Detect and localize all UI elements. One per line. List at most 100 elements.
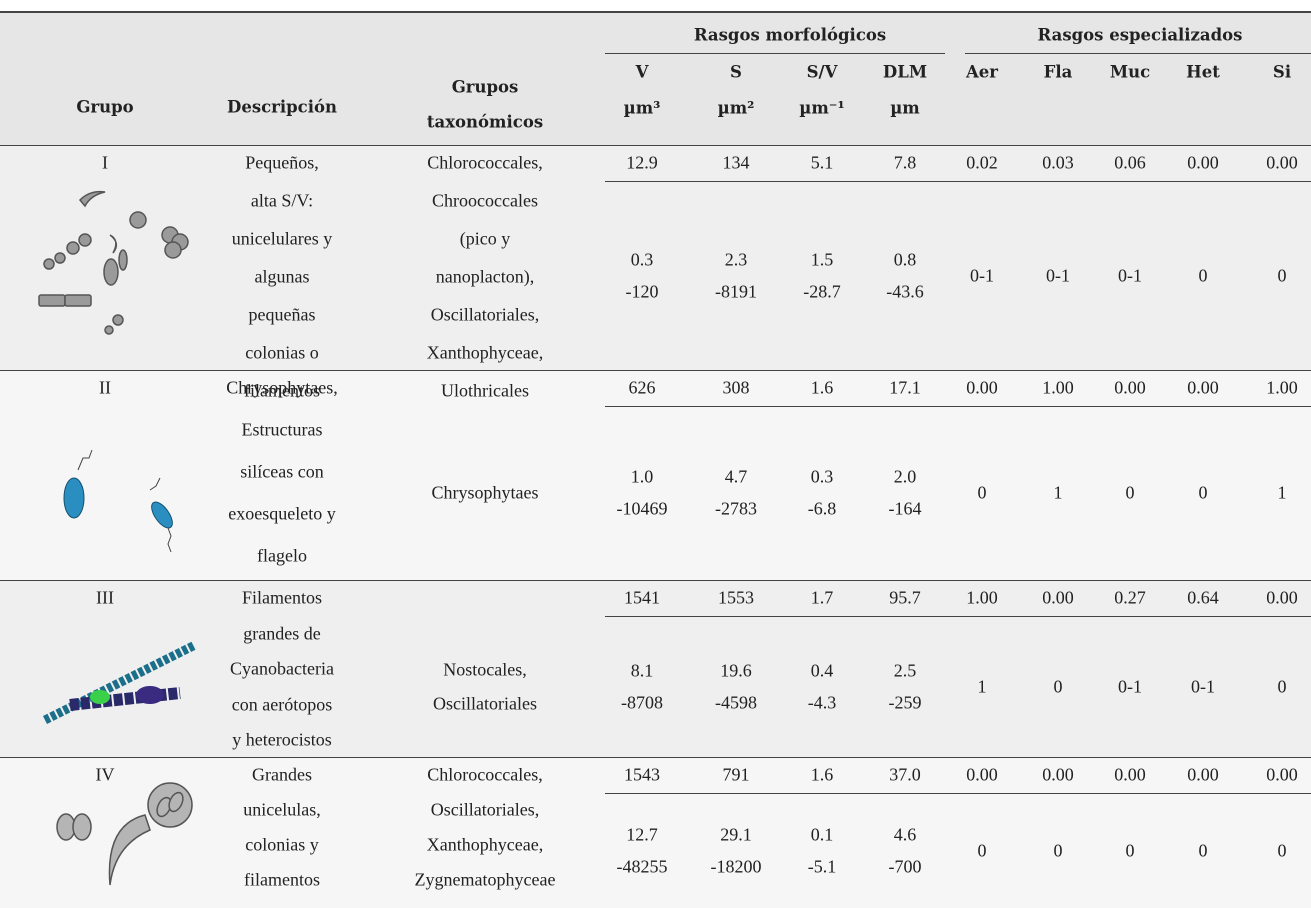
mean-value: 37.0 [889,764,921,785]
mean-value: 5.1 [810,152,834,173]
range-max: -43.6 [886,281,924,301]
description-line: alta S/V: [250,190,314,211]
column-header: V [635,62,649,82]
spec-mean: 0.00 [1114,377,1146,398]
group-rule [0,370,1311,371]
spec-mean: 1.00 [966,587,998,608]
description-line: unicelulas, [243,799,321,820]
column-header: Het [1186,62,1220,82]
description-line: colonias y [245,834,319,855]
range-min: 8.1 [630,660,654,680]
header-bg [0,12,1311,145]
spec-range: 0 [1198,840,1208,860]
description-line: exoesqueleto y [228,503,336,524]
spec-mean: 0.27 [1114,587,1146,608]
taxa-line: Chlorococcales, [427,764,543,785]
subrow-rule [605,616,1311,617]
range-max: -700 [888,856,922,876]
group-bg [0,757,1311,908]
range-max: -6.8 [807,498,837,519]
column-header: DLM [882,62,928,82]
header-rule [965,53,1311,54]
mean-value: 1553 [718,587,754,608]
spec-range: 0-1 [970,265,994,285]
description-line: Pequeños, [245,152,319,173]
spec-range: 0 [1125,840,1135,860]
group-rule [0,757,1311,758]
header-group: Rasgos especializados [1037,25,1243,45]
column-unit: µm³ [623,98,661,118]
spec-range: 1 [977,676,987,696]
spec-range: 0-1 [1118,265,1142,285]
taxa-line: Oscillatoriales, [430,304,540,325]
group-rule [0,580,1311,581]
spec-mean: 0.00 [966,377,998,398]
taxa-line: Chroococcales [432,190,538,211]
taxa-line: Zygnematophyceae [414,869,556,890]
range-max: -164 [888,498,922,519]
range-max: -4.3 [807,692,837,712]
range-max: -4598 [715,692,757,712]
range-min: 12.7 [626,824,658,844]
range-min: 19.6 [720,660,752,680]
taxa-line: Oscillatoriales, [430,799,540,820]
description-line: flagelo [257,545,307,566]
description-line: silíceas con [240,461,324,482]
range-min: 0.1 [810,824,834,844]
mean-value: 1.7 [810,587,834,608]
header-bottom-rule [0,145,1311,146]
description-line: unicelulares y [231,228,333,249]
range-min: 1.5 [810,249,834,269]
taxa-line: Ulothricales [441,380,529,401]
description-line: y heterocistos [232,729,332,750]
mean-value: 1541 [624,587,660,608]
mean-value: 1543 [624,764,660,785]
range-max: -18200 [710,856,762,876]
icon-group-1 [38,190,189,335]
spec-mean: 0.00 [1187,152,1219,173]
taxa-line: Oscillatoriales [433,693,537,713]
spec-mean: 0.00 [966,764,998,785]
range-max: -8191 [715,281,757,301]
column-header: Fla [1043,62,1073,82]
column-header: S [730,62,742,82]
spec-range: 0 [977,840,987,860]
spec-range: 0-1 [1191,676,1215,696]
column-header: Si [1272,62,1292,82]
subrow-rule [605,406,1311,407]
group-bg [0,145,1311,370]
description-line: Estructuras [241,419,323,440]
taxa-line: Nostocales, [443,659,527,679]
group-bg [0,370,1311,580]
taxa-line: (pico y [459,228,511,249]
spec-mean: 0.00 [1187,377,1219,398]
spec-range: 0-1 [1118,676,1142,696]
range-max: -48255 [616,856,668,876]
description-line: algunas [254,266,310,287]
icon-group-3 [42,640,198,725]
column-unit: µm² [717,98,755,118]
range-min: 1.0 [630,466,654,487]
spec-mean: 0.00 [1114,764,1146,785]
range-max: -10469 [616,498,668,519]
spec-mean: 1.00 [1266,377,1298,398]
spec-range: 0 [1053,676,1063,696]
group-id: IV [95,764,115,785]
range-min: 0.3 [810,466,834,487]
description-line: filamentos [244,380,320,401]
spec-range: 1 [1053,482,1063,503]
mean-value: 308 [722,377,750,398]
range-min: 4.6 [893,824,917,844]
group-id: III [96,587,114,608]
range-max: -28.7 [803,281,841,301]
spec-mean: 0.00 [1042,587,1074,608]
mean-value: 134 [722,152,750,173]
column-header: Aer [966,62,998,82]
spec-mean: 0.00 [1042,764,1074,785]
description-line: pequeñas [248,304,316,325]
range-min: 29.1 [720,824,752,844]
range-max: -8708 [621,692,663,712]
taxa-line: Xanthophyceae, [426,342,544,363]
spec-range: 0-1 [1046,265,1070,285]
spec-mean: 0.00 [1187,764,1219,785]
